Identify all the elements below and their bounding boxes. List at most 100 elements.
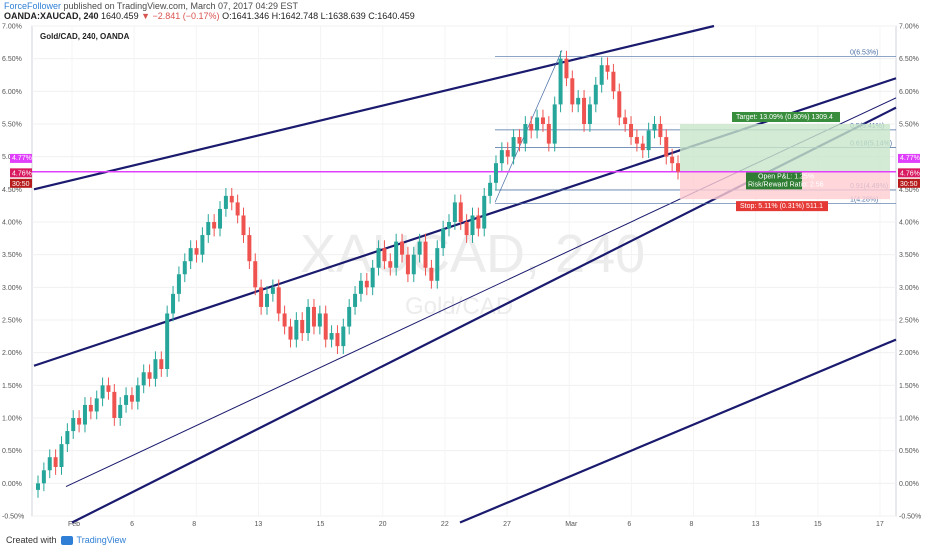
candle-body: [176, 274, 181, 294]
upper-price-badge-left: [10, 153, 32, 163]
candle-body: [88, 404, 93, 412]
x-tick-label: 20: [379, 521, 387, 528]
tradingview-link[interactable]: TradingView: [76, 535, 127, 545]
candle-body: [623, 117, 628, 124]
fib-level-label: 0(6.53%): [850, 50, 878, 57]
candle-body: [200, 235, 205, 255]
y-tick-label-left: 1.00%: [2, 416, 22, 423]
y-tick-label-right: 1.50%: [899, 383, 919, 390]
candle-body: [270, 287, 275, 294]
candle-body: [405, 254, 410, 275]
candle-body: [347, 306, 352, 327]
candle-body: [658, 124, 663, 138]
x-tick-label: Mar: [565, 521, 578, 528]
countdown-badge: [898, 178, 920, 188]
x-tick-label: 15: [814, 521, 822, 528]
candle-body: [676, 163, 680, 172]
y-tick-label-left: 4.00%: [2, 220, 22, 227]
candle-body: [540, 117, 545, 124]
candle-body: [388, 261, 393, 268]
candle-body: [206, 222, 211, 236]
candle-body: [394, 241, 399, 268]
y-tick-label-left: 6.50%: [2, 56, 22, 63]
candle-body: [335, 333, 340, 347]
countdown-badge-left: [10, 178, 32, 188]
candle-body: [153, 359, 158, 379]
candle-body: [452, 202, 457, 222]
rr-label: Risk/Reward Ratio: 2.56: [748, 181, 824, 188]
target-zone: [680, 124, 890, 173]
x-tick-label: Feb: [68, 521, 80, 528]
candle-body: [423, 241, 428, 268]
candle-body: [323, 313, 328, 340]
x-tick-label: 6: [130, 521, 134, 528]
candle-body: [77, 418, 82, 425]
y-tick-label-left: 6.00%: [2, 89, 22, 96]
candle-body: [652, 124, 657, 131]
candle-body: [499, 150, 504, 164]
y-tick-label-right: 3.00%: [899, 285, 919, 292]
candle-body: [611, 71, 616, 92]
footer: Created with TradingView: [0, 530, 932, 550]
candle-body: [300, 320, 305, 334]
candle-body: [488, 182, 493, 196]
current-price-badge: [898, 168, 920, 178]
y-tick-label-right: 1.00%: [899, 416, 919, 423]
y-tick-label-left: 1.50%: [2, 383, 22, 390]
candle-body: [165, 313, 170, 369]
candle-body: [417, 241, 422, 255]
y-tick-label-right: 7.00%: [899, 24, 919, 31]
candle-body: [370, 267, 375, 288]
countdown-label: 30:50: [900, 181, 918, 188]
candle-body: [593, 84, 598, 105]
candle-body: [670, 156, 675, 164]
author-link[interactable]: ForceFollower: [4, 1, 62, 11]
y-tick-label-left: 3.50%: [2, 252, 22, 259]
candle-body: [159, 359, 164, 369]
pnl-box: [746, 171, 802, 190]
countdown-label-left: 30:50: [12, 181, 30, 188]
channel-line: [33, 24, 715, 191]
y-tick-label-right: 5.50%: [899, 122, 919, 129]
y-tick-label-right: 4.00%: [899, 220, 919, 227]
candle-body: [564, 58, 569, 79]
candle-body: [264, 293, 269, 307]
candle-body: [247, 235, 252, 262]
target-label-bg: [732, 112, 840, 122]
candle-body: [223, 195, 228, 209]
candle-body: [511, 137, 516, 157]
x-tick-label: 6: [627, 521, 631, 528]
candle-body: [135, 385, 140, 402]
price-chart[interactable]: -0.50% -0.50% 0.00% 0.00% 0.50% 0.50% 1.00% 1.0…: [0, 22, 932, 530]
x-tick-label: 15: [317, 521, 325, 528]
candle-body: [194, 248, 199, 255]
candle-body: [147, 372, 152, 379]
y-tick-label-right: 4.50%: [899, 187, 919, 194]
candle-body: [570, 78, 575, 105]
x-tick-label: 17: [876, 521, 884, 528]
tradingview-logo-icon: [60, 536, 73, 546]
candle-body: [188, 248, 193, 262]
watermark-name: Gold/CAD: [405, 293, 513, 320]
last-price: 1640.459: [101, 11, 139, 21]
candle-body: [212, 222, 217, 229]
candle-body: [241, 215, 246, 236]
candle-body: [646, 130, 651, 151]
current-price-badge-left: [10, 168, 32, 178]
candle-body: [124, 395, 129, 405]
x-tick-label: 27: [503, 521, 511, 528]
candle-body: [353, 293, 358, 307]
candle-body: [218, 208, 223, 229]
plot-area: [31, 25, 897, 517]
y-tick-label-left: -0.50%: [2, 514, 24, 521]
y-tick-label-right: 0.50%: [899, 448, 919, 455]
candle-body: [535, 117, 540, 131]
publish-line: ForceFollower published on TradingView.c…: [4, 1, 298, 11]
candle-body: [558, 58, 563, 105]
candle-body: [505, 150, 510, 157]
symbol-text: OANDA:XAUCAD, 240: [4, 11, 99, 21]
candle-body: [288, 326, 293, 340]
chart-header: ForceFollower published on TradingView.c…: [0, 0, 932, 22]
y-tick-label-left: 7.00%: [2, 24, 22, 31]
candle-body: [400, 241, 405, 255]
